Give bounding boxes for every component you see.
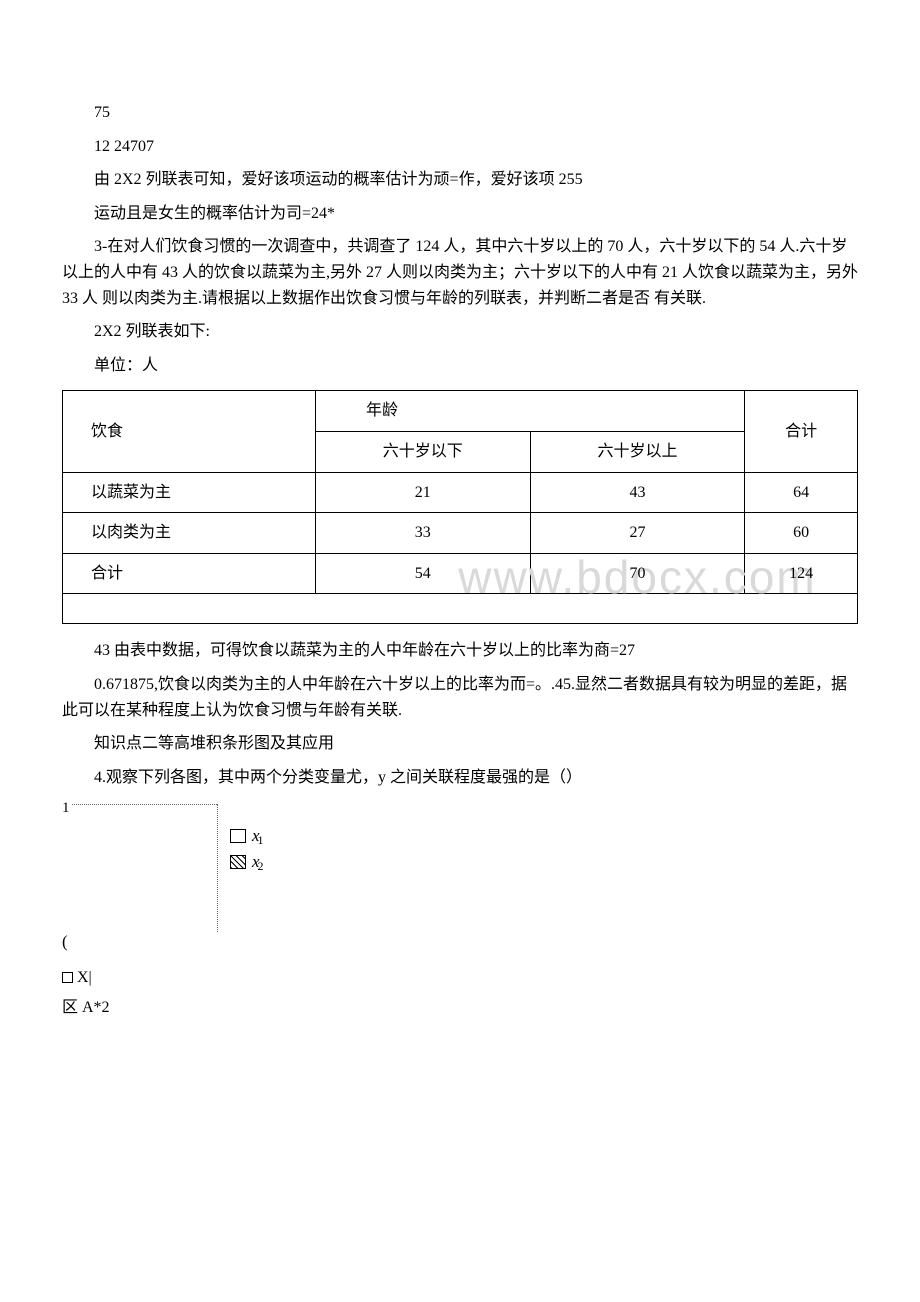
problem-text: 3-在对人们饮食习惯的一次调查中，共调查了 124 人，其中六十岁以上的 70 … [62,234,858,311]
table-unit-label: 单位：人 [62,353,858,379]
header-above-60: 六十岁以上 [530,431,745,472]
text-line: 运动且是女生的概率估计为司=24* [62,201,858,227]
header-age: 年龄 [315,391,744,432]
legend-hatch-icon [230,855,246,869]
y-axis-label: 1 [62,796,70,820]
header-total: 合计 [745,391,858,472]
problem-text: 4.观察下列各图，其中两个分类变量尤，y 之间关联程度最强的是（） [62,765,858,791]
open-square-icon [62,972,73,983]
table-row: 饮食 年龄 合计 [63,391,858,432]
text-line: 0.671875,饮食以肉类为主的人中年龄在六十岁以上的比率为而=。.45.显然… [62,672,858,723]
cell: 124 [745,553,858,594]
cell: www.bdocx.com 70 [530,553,745,594]
empty-row [63,594,858,624]
legend-square-icon [230,829,246,843]
row-label: 以蔬菜为主 [63,472,316,513]
symbol-line: 区 A*2 [62,995,858,1021]
legend-item-x1: x1 [230,822,264,849]
chart-axis [217,804,218,932]
cell: 21 [315,472,530,513]
text-line: 12 24707 [62,134,858,160]
contingency-table: 饮食 年龄 合计 六十岁以下 六十岁以上 以蔬菜为主 21 43 64 以肉类为… [62,390,858,624]
table-row [63,594,858,624]
text-line: 2X2 列联表如下: [62,319,858,345]
cell: 33 [315,513,530,554]
cell: 27 [530,513,745,554]
chart-axis [72,804,217,805]
chart-bottom-text: ( [62,928,68,955]
header-below-60: 六十岁以下 [315,431,530,472]
legend-item-x2: x2 [230,848,264,875]
cell: 54 [315,553,530,594]
chart-placeholder: 1 x1 x2 ( [62,800,302,955]
text-line: 43 由表中数据，可得饮食以蔬菜为主的人中年龄在六十岁以上的比率为商=27 [62,638,858,664]
symbol-line: □ X|X| [62,965,858,991]
cell: 60 [745,513,858,554]
header-diet: 饮食 [63,391,316,472]
table-row: 以肉类为主 33 27 60 [63,513,858,554]
cell: 43 [530,472,745,513]
text-line: 由 2X2 列联表可知，爱好该项运动的概率估计为顽=作，爱好该项 255 [62,167,858,193]
cell: 64 [745,472,858,513]
section-heading: 知识点二等高堆积条形图及其应用 [62,731,858,757]
row-label: 以肉类为主 [63,513,316,554]
table-row: 以蔬菜为主 21 43 64 [63,472,858,513]
table-row: 合计 54 www.bdocx.com 70 124 [63,553,858,594]
row-label: 合计 [63,553,316,594]
text-line: 75 [62,100,858,126]
